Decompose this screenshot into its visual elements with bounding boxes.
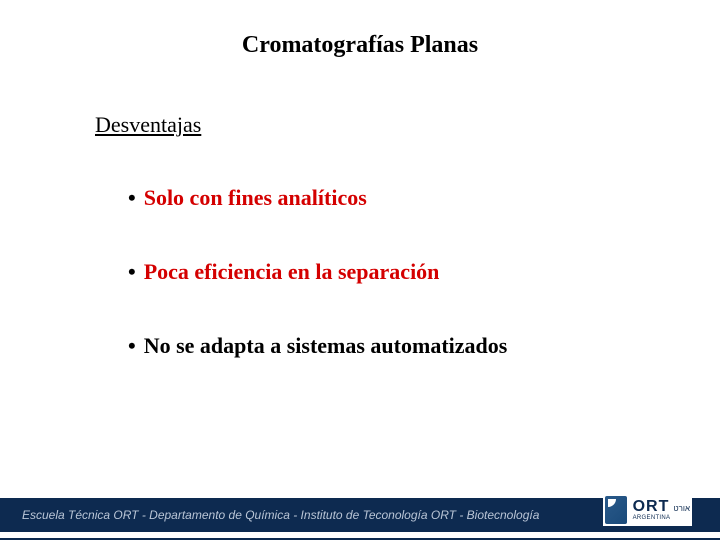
bullet-dot: • (128, 185, 136, 211)
slide-footer: Escuela Técnica ORT - Departamento de Qu… (0, 498, 720, 540)
ort-logo: ORT אורט ARGENTINA (603, 494, 692, 526)
list-item: • Poca eficiencia en la separación (128, 259, 507, 285)
section-subtitle: Desventajas (95, 112, 201, 138)
bullet-list: • Solo con fines analíticos • Poca efici… (128, 185, 507, 407)
logo-text-block: ORT אורט ARGENTINA (633, 499, 690, 521)
slide: Cromatografías Planas Desventajas • Solo… (0, 0, 720, 540)
bullet-text: No se adapta a sistemas automatizados (144, 333, 508, 359)
bullet-text: Poca eficiencia en la separación (144, 259, 440, 285)
bullet-text: Solo con fines analíticos (144, 185, 367, 211)
list-item: • No se adapta a sistemas automatizados (128, 333, 507, 359)
logo-sub-text: ARGENTINA (633, 515, 690, 521)
logo-main-text: ORT (633, 499, 670, 515)
slide-title: Cromatografías Planas (0, 0, 720, 59)
bullet-dot: • (128, 333, 136, 359)
footer-text: Escuela Técnica ORT - Departamento de Qu… (22, 508, 539, 522)
bullet-dot: • (128, 259, 136, 285)
logo-icon (605, 496, 627, 524)
logo-hebrew-text: אורט (673, 505, 690, 513)
list-item: • Solo con fines analíticos (128, 185, 507, 211)
